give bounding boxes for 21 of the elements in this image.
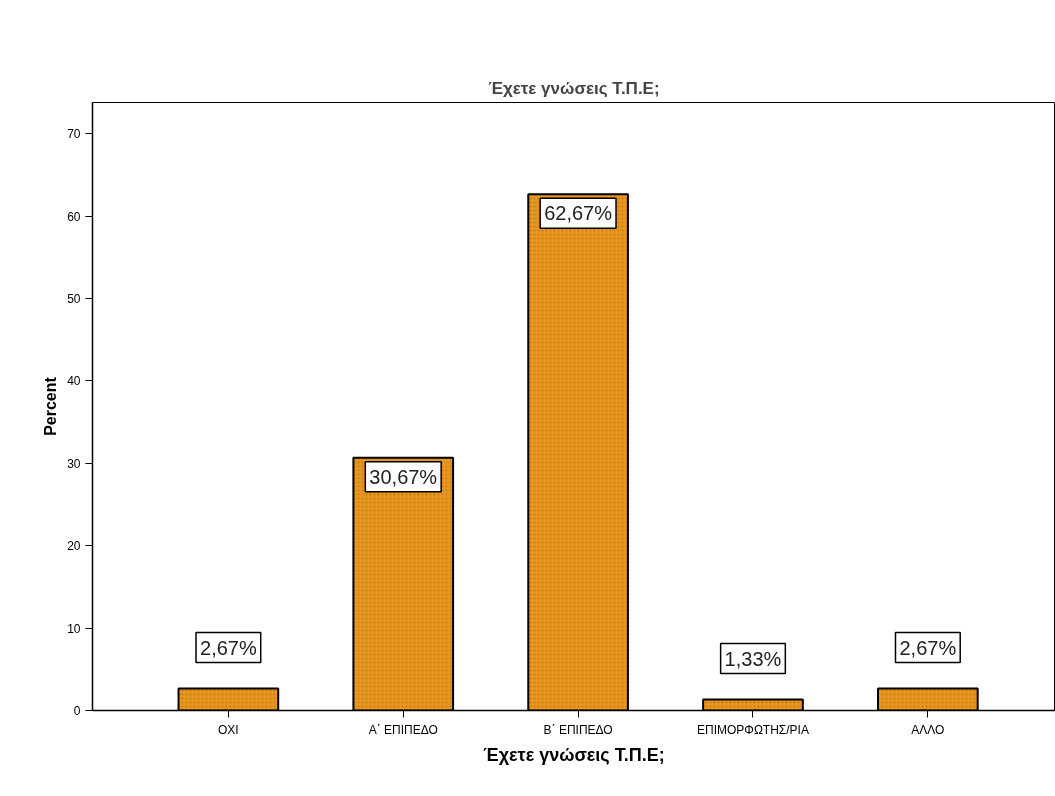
x-tick-label: Α΄ ΕΠΙΠΕΔΟ: [368, 722, 438, 737]
y-tick-label: 20: [67, 539, 81, 554]
chart-title: Έχετε γνώσεις Τ.Π.Ε;: [488, 78, 660, 98]
y-tick-label: 40: [67, 374, 81, 389]
data-label: 30,67%: [369, 465, 438, 488]
y-axis-title: Percent: [42, 376, 60, 436]
y-tick-label: 30: [67, 456, 81, 471]
y-tick-label: 0: [73, 704, 81, 718]
x-tick-label: Β΄ ΕΠΙΠΕΔΟ: [543, 722, 613, 737]
data-label: 2,67%: [899, 636, 957, 659]
y-tick-label: 10: [67, 621, 81, 636]
data-label: 2,67%: [200, 636, 257, 659]
y-tick-label: 50: [67, 292, 81, 307]
x-tick-label: OXI: [218, 722, 239, 737]
x-tick-label: ΕΠΙΜΟΡΦΩΤΗΣ/ΡΙΑ: [696, 722, 809, 737]
x-tick-label: ΑΛΛΟ: [911, 722, 945, 737]
x-axis-title: Έχετε γνώσεις Τ.Π.Ε;: [483, 744, 665, 765]
y-tick-label: 70: [67, 127, 81, 142]
data-label: 1,33%: [724, 647, 782, 670]
y-tick-label: 60: [67, 209, 81, 224]
data-label: 62,67%: [544, 202, 613, 225]
